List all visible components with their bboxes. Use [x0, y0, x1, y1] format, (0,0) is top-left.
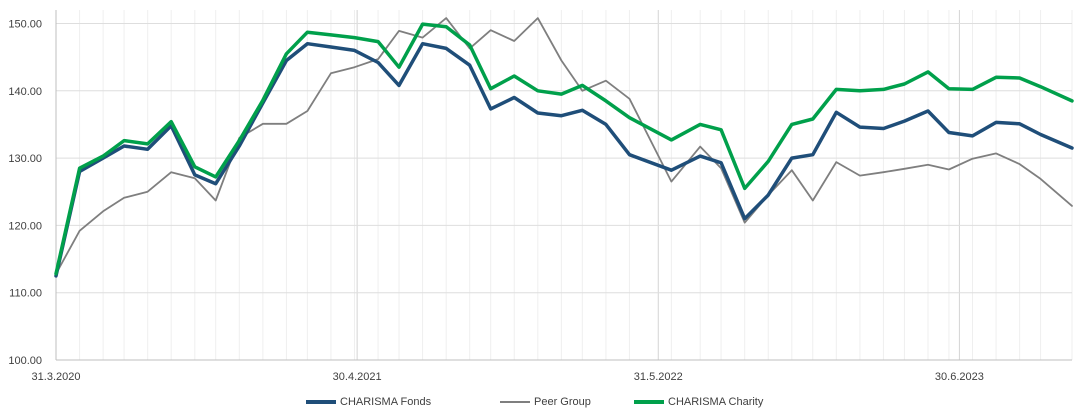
y-tick-label: 110.00 [9, 288, 42, 300]
x-tick-label: 31.3.2020 [32, 371, 81, 383]
axes [55, 10, 1072, 361]
legend-item-2: CHARISMA Charity [634, 392, 763, 412]
grid-lines [56, 10, 1073, 361]
series-line-charisma-fonds [54, 41, 1074, 278]
series-line-charisma-charity [54, 22, 1074, 276]
legend-label-2: CHARISMA Charity [668, 396, 764, 408]
series-lines [54, 17, 1074, 278]
legend-label-1: Peer Group [534, 396, 591, 408]
y-axis-tick-labels: 100.00 110.00 120.00 130.00 140.00 150.00 [8, 18, 42, 367]
legend-swatch-1 [500, 401, 530, 403]
x-tick-label: 30.4.2021 [333, 371, 382, 383]
legend-item-0: CHARISMA Fonds [306, 392, 431, 412]
legend-item-1: Peer Group [500, 392, 591, 412]
y-tick-label: 120.00 [8, 220, 42, 232]
x-tick-label: 31.5.2022 [634, 371, 683, 383]
legend-swatch-2 [634, 400, 664, 404]
legend-label-0: CHARISMA Fonds [340, 396, 432, 408]
y-tick-label: 100.00 [8, 355, 42, 367]
legend-swatch-0 [306, 400, 336, 404]
y-tick-label: 140.00 [8, 86, 42, 98]
y-tick-label: 130.00 [8, 153, 42, 165]
line-chart: 100.00 110.00 120.00 130.00 140.00 150.00 31.… [8, 10, 1074, 383]
y-tick-label: 150.00 [8, 18, 42, 30]
x-tick-label: 30.6.2023 [935, 371, 984, 383]
series-line-peer-group [55, 17, 1073, 275]
legend: CHARISMA Fonds Peer Group CHARISMA Chari… [0, 392, 1078, 412]
x-axis-tick-labels: 31.3.2020 30.4.2021 31.5.2022 30.6.2023 [32, 371, 984, 383]
